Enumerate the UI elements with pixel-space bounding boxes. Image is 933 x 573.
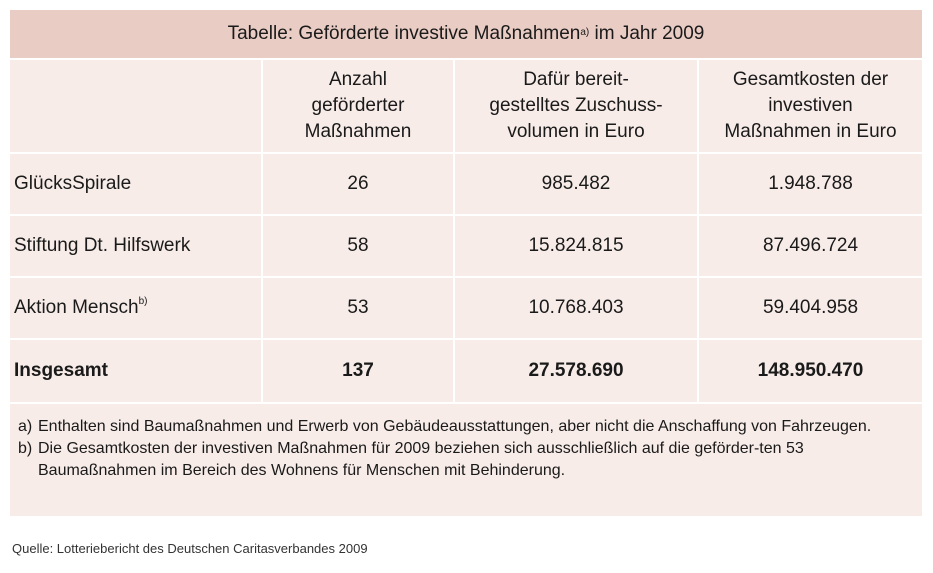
header-volume: Dafür bereit- gestelltes Zuschuss- volum… — [455, 60, 699, 154]
header-line: Maßnahmen — [304, 121, 412, 142]
header-line: Dafür bereit- — [523, 69, 629, 90]
header-line: Gesamtkosten der — [732, 69, 889, 90]
header-line: Anzahl — [328, 69, 388, 90]
row-label: GlücksSpirale — [10, 154, 263, 216]
header-line: volumen in Euro — [507, 121, 645, 142]
cell-total: 87.496.724 — [699, 216, 922, 278]
cell-volume: 10.768.403 — [455, 278, 699, 340]
header-line: investiven — [768, 95, 853, 116]
footnote-marker: a) — [18, 418, 33, 435]
header-count: Anzahl geförderter Maßnahmen — [263, 60, 455, 154]
data-table: Anzahl geförderter Maßnahmen Dafür berei… — [10, 60, 922, 404]
cell-volume: 15.824.815 — [455, 216, 699, 278]
header-empty — [10, 60, 263, 154]
header-row: Anzahl geförderter Maßnahmen Dafür berei… — [10, 60, 922, 154]
footnote-text: Enthalten sind Baumaßnahmen und Erwerb v… — [38, 418, 872, 435]
header-line: Maßnahmen in Euro — [724, 121, 897, 142]
footnote-a: a) Enthalten sind Baumaßnahmen und Erwer… — [18, 416, 914, 438]
table-title-text: Tabelle: Geförderte investive Maßnahmen — [227, 23, 581, 44]
footnotes: a) Enthalten sind Baumaßnahmen und Erwer… — [10, 404, 922, 516]
footnote-marker: b) — [18, 440, 33, 457]
cell-total: 1.948.788 — [699, 154, 922, 216]
table-row: Stiftung Dt. Hilfswerk 58 15.824.815 87.… — [10, 216, 922, 278]
total-volume: 27.578.690 — [455, 340, 699, 404]
row-label: Stiftung Dt. Hilfswerk — [10, 216, 263, 278]
cell-count: 58 — [263, 216, 455, 278]
total-cost: 148.950.470 — [699, 340, 922, 404]
header-line: geförderter — [311, 95, 405, 116]
table-title: Tabelle: Geförderte investive Maßnahmen a… — [10, 10, 922, 60]
header-line: gestelltes Zuschuss- — [489, 95, 663, 116]
source-caption: Quelle: Lotteriebericht des Deutschen Ca… — [12, 541, 368, 556]
footnote-text: Die Gesamtkosten der investiven Maßnahme… — [38, 440, 804, 479]
cell-volume: 985.482 — [455, 154, 699, 216]
cell-count: 26 — [263, 154, 455, 216]
row-footnote-ref: b) — [138, 295, 148, 307]
table-title-footnote-ref: a) — [580, 26, 590, 38]
table-title-year: im Jahr 2009 — [589, 23, 705, 44]
total-row: Insgesamt 137 27.578.690 148.950.470 — [10, 340, 922, 404]
cell-count: 53 — [263, 278, 455, 340]
total-count: 137 — [263, 340, 455, 404]
cell-total: 59.404.958 — [699, 278, 922, 340]
table-row: GlücksSpirale 26 985.482 1.948.788 — [10, 154, 922, 216]
footnote-b: b) Die Gesamtkosten der investiven Maßna… — [18, 438, 914, 482]
table-row: Aktion Menschb) 53 10.768.403 59.404.958 — [10, 278, 922, 340]
total-label: Insgesamt — [10, 340, 263, 404]
table-frame: Tabelle: Geförderte investive Maßnahmen a… — [10, 10, 922, 516]
header-total-cost: Gesamtkosten der investiven Maßnahmen in… — [699, 60, 922, 154]
row-label: Aktion Menschb) — [10, 278, 263, 340]
